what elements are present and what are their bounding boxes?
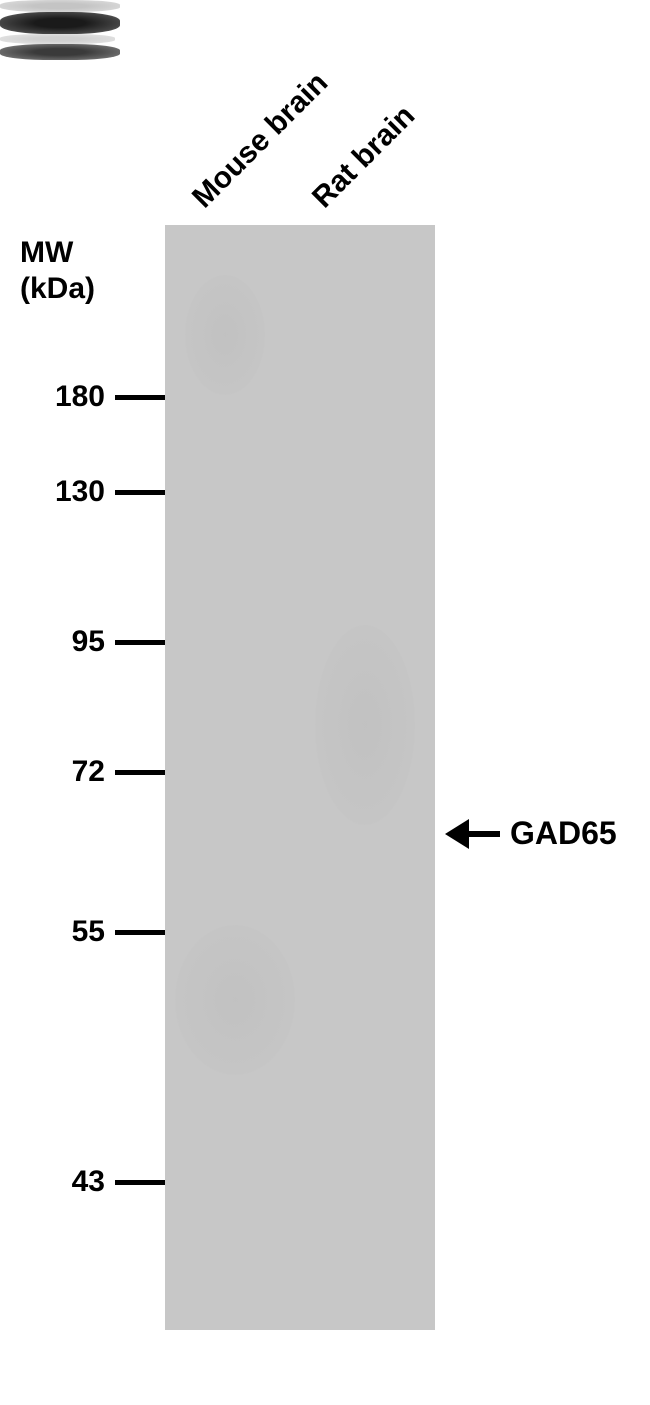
mw-value: 130 — [20, 475, 105, 509]
mw-tick — [115, 640, 165, 645]
mw-header: MW (kDa) — [20, 235, 95, 307]
mw-value: 43 — [20, 1165, 105, 1199]
mw-value: 72 — [20, 755, 105, 789]
blot-smudge — [175, 925, 295, 1075]
band-lane2-faint — [0, 34, 115, 44]
mw-tick — [115, 490, 165, 495]
mw-marker-row: 180 — [20, 380, 165, 414]
arrow-icon — [445, 819, 500, 849]
mw-marker-row: 55 — [20, 915, 165, 949]
band-lane2-main — [0, 44, 120, 60]
mw-header-line2: (kDa) — [20, 271, 95, 307]
lane-label-2: Rat brain — [306, 99, 422, 215]
mw-marker-row: 43 — [20, 1165, 165, 1199]
mw-marker-row: 130 — [20, 475, 165, 509]
mw-tick — [115, 1180, 165, 1185]
blot-membrane — [165, 225, 435, 1330]
mw-header-line1: MW — [20, 235, 95, 271]
mw-value: 95 — [20, 625, 105, 659]
lane-labels-group: Mouse brain Rat brain — [165, 0, 445, 225]
mw-value: 55 — [20, 915, 105, 949]
blot-smudge — [185, 275, 265, 395]
mw-marker-row: 95 — [20, 625, 165, 659]
band-lane1-faint — [0, 0, 120, 12]
western-blot-figure: Mouse brain Rat brain MW (kDa) 180 130 9… — [0, 0, 650, 1405]
blot-smudge — [315, 625, 415, 825]
mw-tick — [115, 930, 165, 935]
mw-tick — [115, 770, 165, 775]
band-lane1-main — [0, 12, 120, 34]
arrow-line — [460, 831, 500, 837]
mw-value: 180 — [20, 380, 105, 414]
target-protein-name: GAD65 — [510, 815, 617, 852]
mw-marker-row: 72 — [20, 755, 165, 789]
mw-tick — [115, 395, 165, 400]
target-label-group: GAD65 — [445, 815, 617, 852]
